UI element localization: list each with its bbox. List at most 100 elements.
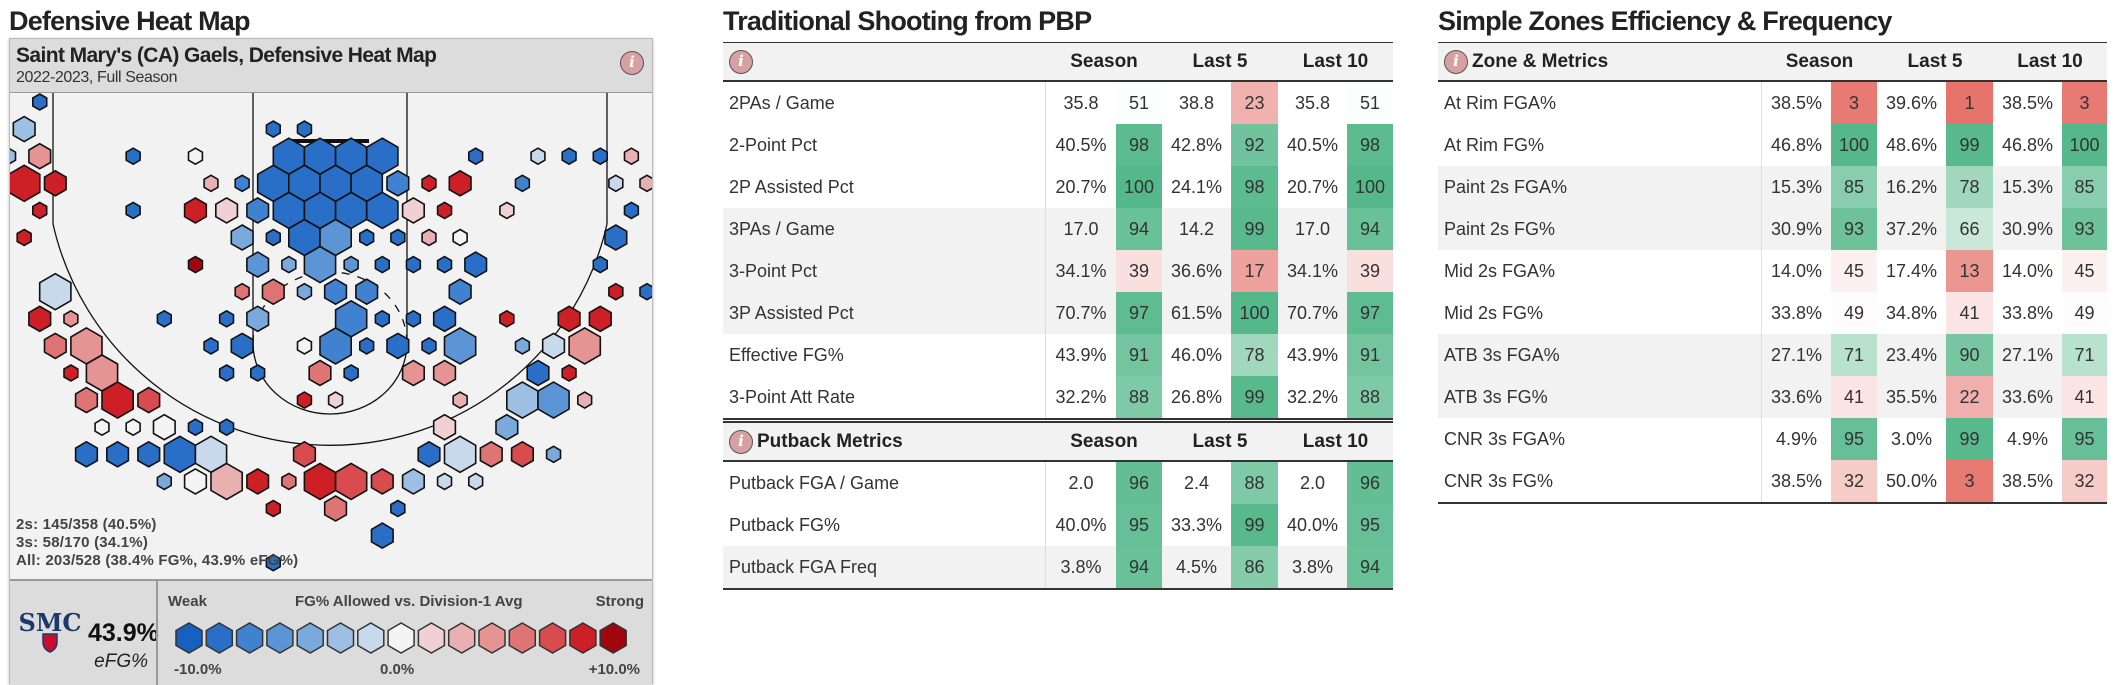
hex-zone [63,364,79,382]
percentile-cell: 91 [1116,334,1162,376]
hex-zone [358,336,375,355]
table-header: i Zone & Metrics Season Last 5 Last 10 [1438,43,2107,82]
percentile-cell: 71 [2062,334,2107,376]
legend-hex [538,622,567,654]
hex-zone [561,364,577,382]
hex-zone [31,201,48,220]
percentile-cell: 51 [1347,82,1393,124]
stat-value: 33.6% [1762,376,1831,418]
stat-value: 46.8% [1770,134,1823,155]
hex-zone [296,120,313,139]
percentile-cell: 39 [1116,250,1162,292]
info-icon[interactable]: i [729,49,753,74]
stat-value: 27.1% [1993,334,2062,376]
heatmap-header: Saint Mary's (CA) Gaels, Defensive Heat … [10,39,652,93]
legend-hex-scale [175,622,627,654]
table-row: 2PAs / Game 35.8 51 38.8 23 35.8 51 [723,82,1393,124]
stat-value: 4.5% [1162,546,1231,588]
table-row: ATB 3s FGA% 27.1% 71 23.4% 90 27.1% 71 [1438,334,2107,376]
hex-zone [405,309,422,328]
hex-zone [604,224,628,251]
percentile-cell: 99 [1231,504,1278,546]
legend-hex [478,622,506,654]
table-row: Paint 2s FGA% 15.3% 85 16.2% 78 15.3% 85 [1438,166,2107,208]
hex-zone [296,336,313,355]
stat-value: 2.0 [1299,472,1326,493]
row-label: Mid 2s FGA% [1438,250,1762,292]
hex-zone [210,462,243,501]
percentile-cell: 100 [1231,292,1278,334]
stat-3s: 3s: 58/170 (34.1%) [16,534,149,551]
heatmap-legend-footer: SMC 43.9% eFG% Weak FG% Allowed vs. Divi… [10,579,652,685]
row-label: ATB 3s FGA% [1438,334,1762,376]
hex-zone [183,467,208,495]
table-row: At Rim FGA% 38.5% 3 39.6% 1 38.5% 3 [1438,82,2107,124]
hex-zone [137,440,161,468]
percentile-cell: 45 [1831,250,1877,292]
stat-value: 2.0 [1068,472,1094,493]
hex-zone [355,278,379,306]
info-icon[interactable]: i [1444,49,1468,74]
defensive-heat-map-card: Saint Mary's (CA) Gaels, Defensive Heat … [9,38,653,685]
hex-zone [261,278,285,306]
hex-zone [101,381,134,420]
percentile-cell: 100 [1347,166,1393,208]
hex-zone [218,418,235,437]
zones-section-title: Simple Zones Efficiency & Frequency [1438,6,1892,36]
table-row: At Rim FG% 46.8% 100 48.6% 99 46.8% 100 [1438,124,2107,166]
hex-zones [10,93,652,572]
percentile-cell: 91 [1347,334,1393,376]
hex-zone [265,228,282,247]
table-row: 3PAs / Game 17.0 94 14.2 99 17.0 94 [723,208,1393,250]
percentile-cell: 51 [1116,82,1162,124]
hex-zone [292,440,317,468]
hex-zone [218,364,235,382]
percentile-cell: 32 [1831,460,1877,502]
info-icon[interactable]: i [729,429,753,454]
hex-zone [452,228,468,247]
percentile-cell: 3 [1831,82,1877,124]
percentile-cell: 88 [1116,376,1162,418]
percentile-cell: 97 [1347,292,1393,334]
stat-value: 17.4% [1885,260,1938,281]
hex-zone [187,418,204,437]
hex-zone [436,255,453,274]
stat-all: All: 203/528 (38.4% FG%, 43.9% eFG%) [16,552,299,569]
stat-value: 14.0% [1770,260,1823,281]
stat-value: 38.5% [2001,92,2054,113]
percentile-cell: 49 [2062,292,2107,334]
three-point-arc [52,223,608,446]
hex-zone [152,413,176,441]
stat-value: 32.2% [1055,386,1107,407]
heatmap-subtitle: 2022-2023, Full Season [16,69,178,86]
hex-zone [246,196,270,224]
row-label: Paint 2s FG% [1438,208,1762,250]
court-heat-map [10,93,652,572]
hex-zone [401,196,426,224]
stat-value: 17.0 [1046,208,1116,250]
hex-zone [137,386,161,414]
hex-zone [386,332,410,360]
stat-value: 20.7% [1055,176,1107,197]
hex-zone [230,224,254,251]
percentile-cell: 94 [1116,546,1162,588]
hex-zone [545,445,562,464]
stat-value: 4.9% [2006,428,2049,449]
hex-zone [125,418,141,437]
percentile-cell: 32 [2062,460,2107,502]
hex-zone [358,228,375,247]
percentile-cell: 3 [2062,82,2107,124]
info-icon[interactable]: i [620,51,644,75]
percentile-cell: 39 [1347,250,1393,292]
hex-zone [608,282,624,301]
zones-table: i Zone & Metrics Season Last 5 Last 10 At… [1438,42,2107,504]
percentile-cell: 41 [1831,376,1877,418]
percentile-cell: 98 [1116,124,1162,166]
hex-zone [499,309,515,328]
stat-value: 20.7% [1286,176,1339,197]
percentile-cell: 95 [2062,418,2107,460]
stat-value: 14.2 [1162,208,1231,250]
col-season: Season [1070,430,1138,452]
percentile-cell: 99 [1946,124,1993,166]
stat-value: 33.8% [2001,302,2054,323]
